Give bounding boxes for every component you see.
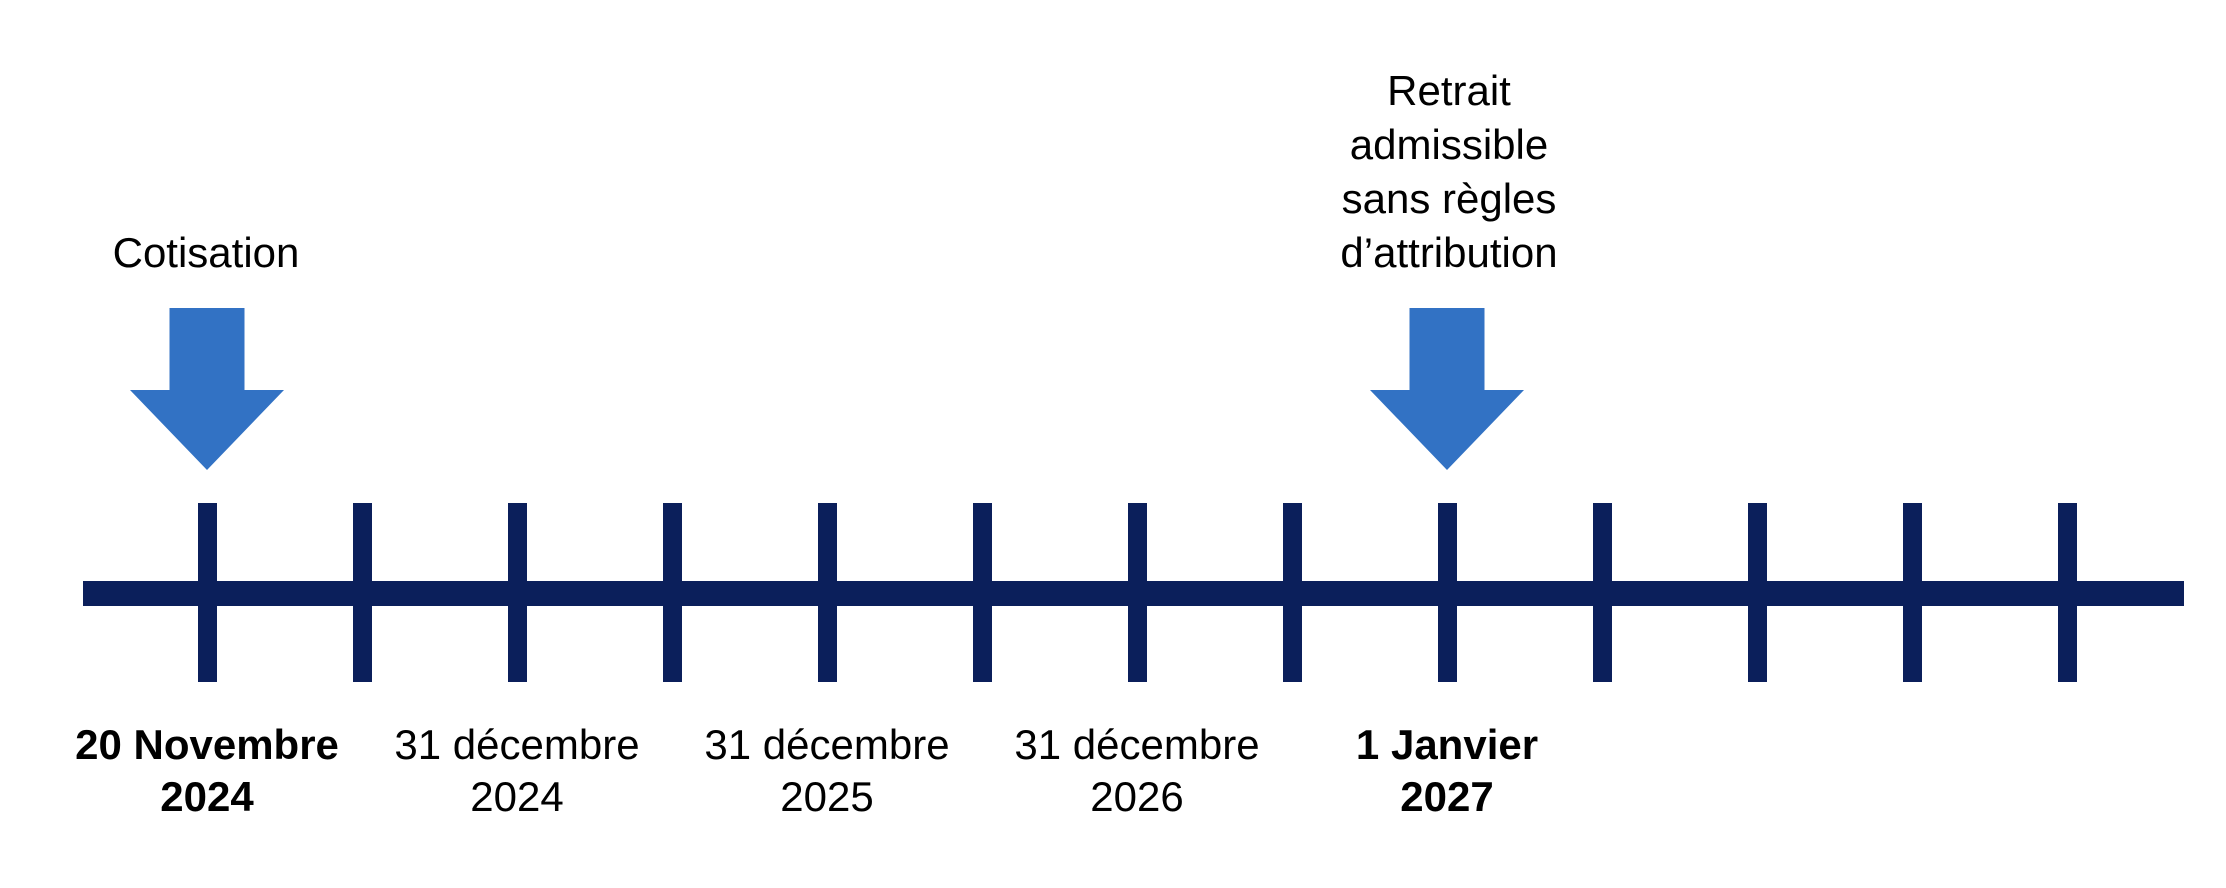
tick-mark xyxy=(1747,503,1767,682)
date-label-line-1: 31 décembre xyxy=(704,721,950,768)
date-label-line-1: 31 décembre xyxy=(1014,721,1260,768)
date-label-line-2: 2025 xyxy=(780,773,874,820)
tick-mark xyxy=(507,503,527,682)
tick-mark xyxy=(1592,503,1612,682)
tick-mark xyxy=(1902,503,1922,682)
date-label-line-1: 31 décembre xyxy=(394,721,640,768)
date-label-31-decembre-2025: 31 décembre 2025 xyxy=(704,719,949,823)
down-arrow-icon xyxy=(1370,308,1524,470)
date-label-line-2: 2026 xyxy=(1090,773,1184,820)
tick-mark xyxy=(1282,503,1302,682)
tick-mark xyxy=(197,503,217,682)
date-label-line-2: 2024 xyxy=(160,773,254,820)
tick-mark xyxy=(352,503,372,682)
retrait-callout-line-1: Retrait xyxy=(1387,67,1511,114)
date-label-1-janvier-2027: 1 Janvier 2027 xyxy=(1356,719,1538,823)
date-label-line-2: 2027 xyxy=(1400,773,1494,820)
retrait-callout-label: Retrait admissible sans règles d’attribu… xyxy=(1340,64,1557,280)
date-label-31-decembre-2026: 31 décembre 2026 xyxy=(1014,719,1259,823)
date-label-20-novembre-2024: 20 Novembre 2024 xyxy=(75,719,339,823)
retrait-callout-line-2: admissible xyxy=(1349,121,1549,168)
tick-mark xyxy=(1127,503,1147,682)
cotisation-callout-label: Cotisation xyxy=(112,229,300,276)
date-label-line-1: 1 Janvier xyxy=(1355,721,1539,768)
tick-mark xyxy=(2057,503,2077,682)
date-label-line-2: 2024 xyxy=(470,773,564,820)
retrait-callout-line-3: sans règles xyxy=(1341,175,1557,222)
retrait-callout-line-4: d’attribution xyxy=(1340,229,1558,276)
tick-mark xyxy=(1437,503,1457,682)
down-arrow-icon xyxy=(130,308,284,470)
date-label-line-1: 20 Novembre xyxy=(75,721,339,768)
date-label-31-decembre-2024: 31 décembre 2024 xyxy=(394,719,639,823)
tick-mark xyxy=(662,503,682,682)
tick-mark xyxy=(972,503,992,682)
tick-mark xyxy=(817,503,837,682)
